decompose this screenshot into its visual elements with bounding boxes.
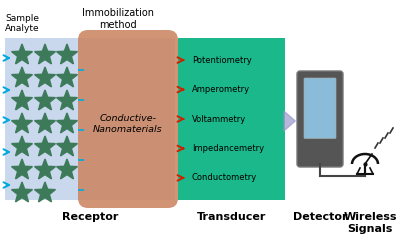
- Polygon shape: [34, 182, 56, 202]
- Polygon shape: [34, 136, 56, 156]
- FancyArrowPatch shape: [284, 111, 295, 131]
- Polygon shape: [12, 159, 32, 179]
- Polygon shape: [34, 113, 56, 133]
- FancyBboxPatch shape: [178, 38, 285, 200]
- Text: Wireless
Signals: Wireless Signals: [343, 212, 397, 233]
- Polygon shape: [12, 182, 32, 202]
- Polygon shape: [56, 159, 78, 179]
- Text: Sample
Analyte: Sample Analyte: [5, 14, 39, 33]
- Text: Conductometry: Conductometry: [192, 173, 257, 183]
- FancyBboxPatch shape: [78, 30, 178, 208]
- Polygon shape: [12, 44, 32, 64]
- Text: Conductive-
Nanomaterials: Conductive- Nanomaterials: [93, 114, 163, 134]
- Polygon shape: [12, 136, 32, 156]
- Polygon shape: [12, 90, 32, 110]
- Polygon shape: [56, 113, 78, 133]
- FancyBboxPatch shape: [297, 71, 343, 167]
- Text: Amperometry: Amperometry: [192, 85, 250, 94]
- Polygon shape: [34, 67, 56, 87]
- Text: Voltammetry: Voltammetry: [192, 114, 246, 123]
- Polygon shape: [56, 67, 78, 87]
- FancyBboxPatch shape: [5, 38, 175, 200]
- Polygon shape: [34, 90, 56, 110]
- Polygon shape: [34, 159, 56, 179]
- Polygon shape: [12, 113, 32, 133]
- Polygon shape: [56, 90, 78, 110]
- Text: Potentiometry: Potentiometry: [192, 56, 252, 65]
- Text: Detector: Detector: [293, 212, 347, 222]
- Text: Transducer: Transducer: [197, 212, 266, 222]
- Polygon shape: [56, 44, 78, 64]
- Text: Impedancemetry: Impedancemetry: [192, 144, 264, 153]
- Text: Receptor: Receptor: [62, 212, 118, 222]
- Polygon shape: [12, 67, 32, 87]
- Text: Immobilization
method: Immobilization method: [82, 8, 154, 30]
- Polygon shape: [34, 44, 56, 64]
- Polygon shape: [56, 136, 78, 156]
- FancyBboxPatch shape: [304, 78, 336, 138]
